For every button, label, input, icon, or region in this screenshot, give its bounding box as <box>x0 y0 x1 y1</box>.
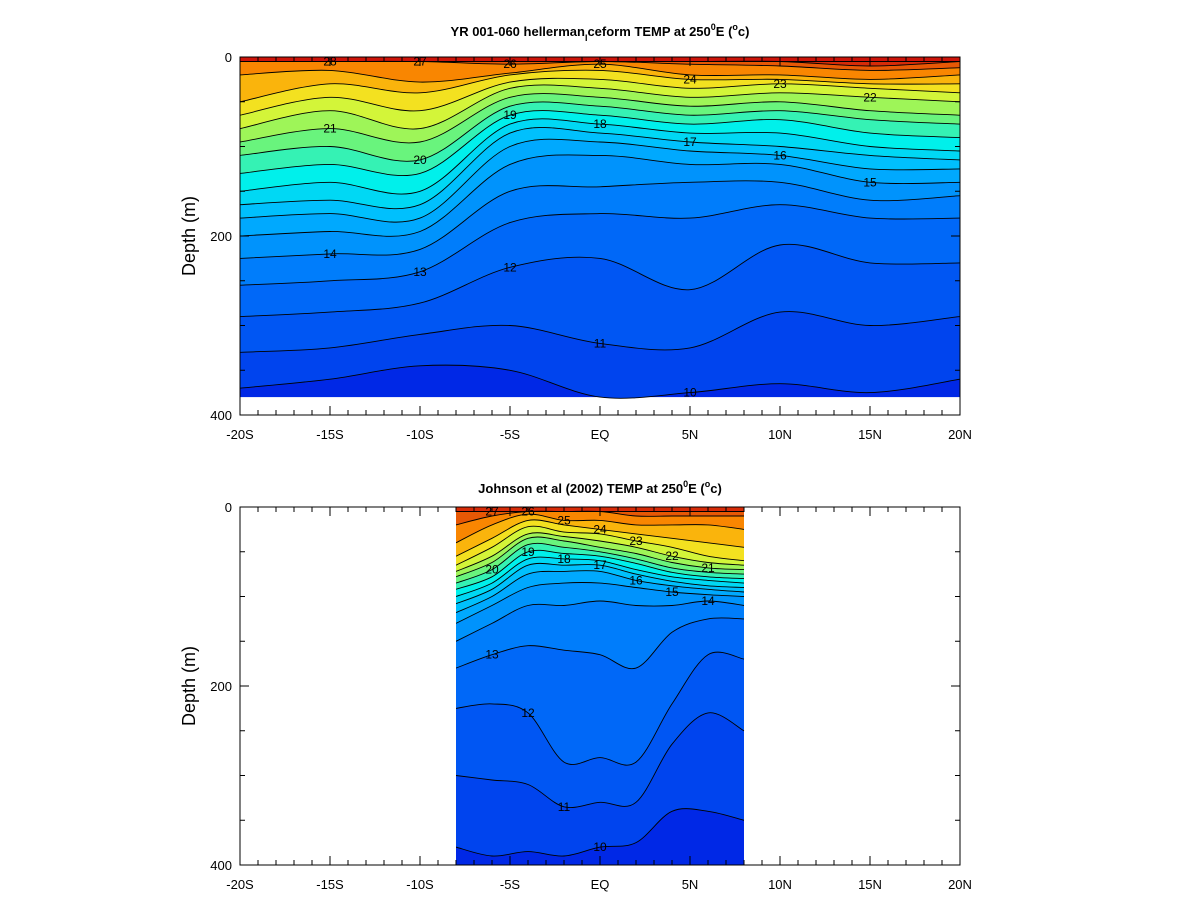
isotherm-11 <box>456 712 745 808</box>
panel-bottom: Johnson et al (2002) TEMP at 2500E (oc) … <box>179 479 972 892</box>
panel-top-ticks: -20S -15S -10S -5S EQ 5N 10N 15N 20N 0 200 400 <box>210 50 972 442</box>
isotherm-17 <box>240 127 960 210</box>
contour-label-18: 18 <box>593 117 607 131</box>
y-tick-label: 0 <box>225 500 232 515</box>
isotherm-14 <box>456 600 745 642</box>
y-tick-label: 200 <box>210 679 232 694</box>
contour-label-25: 25 <box>557 513 571 527</box>
contour-label-14: 14 <box>701 594 715 608</box>
contour-label-22: 22 <box>665 549 679 563</box>
x-tick-label: -20S <box>226 877 254 892</box>
x-tick-label: 10N <box>768 427 792 442</box>
panel-bottom-ticks: -20S -15S -10S -5S EQ 5N 10N 15N 20N 0 200 400 <box>210 500 972 892</box>
contour-label-14: 14 <box>323 247 337 261</box>
isotherm-25 <box>456 513 745 544</box>
isotherm-21 <box>240 93 960 144</box>
x-tick-label: -5S <box>500 427 521 442</box>
isotherm-24 <box>240 69 960 103</box>
isotherm-18 <box>240 118 960 195</box>
panel-bottom-title: Johnson et al (2002) TEMP at 2500E (oc) <box>478 479 722 496</box>
contour-label-11: 11 <box>558 800 571 814</box>
x-tick-label: 15N <box>858 877 882 892</box>
x-tick-label: -5S <box>500 877 521 892</box>
contour-label-17: 17 <box>683 135 697 149</box>
isotherm-11 <box>240 311 960 353</box>
isotherm-23 <box>240 77 960 116</box>
contour-label-12: 12 <box>521 706 535 720</box>
x-tick-label: 15N <box>858 427 882 442</box>
x-tick-label: -20S <box>226 427 254 442</box>
contour-label-15: 15 <box>863 175 877 189</box>
contour-label-12: 12 <box>503 260 517 274</box>
x-tick-label: -10S <box>406 427 434 442</box>
contour-label-10: 10 <box>593 840 607 854</box>
y-tick-label: 400 <box>210 408 232 423</box>
x-tick-label: -10S <box>406 877 434 892</box>
panel-bottom-isotherms <box>456 510 745 857</box>
contour-label-10: 10 <box>683 386 697 400</box>
isotherm-13 <box>456 617 745 670</box>
panel-top-title: YR 001-060 hellermanIceform TEMP at 2500… <box>451 22 750 43</box>
panel-top: YR 001-060 hellermanIceform TEMP at 2500… <box>179 22 972 442</box>
contour-label-16: 16 <box>629 573 643 587</box>
isotherm-15 <box>456 582 745 624</box>
y-tick-label: 200 <box>210 229 232 244</box>
isotherm-10 <box>456 808 745 857</box>
isotherm-22 <box>456 532 745 572</box>
isotherm-10 <box>240 364 960 399</box>
isotherm-24 <box>456 519 745 557</box>
contour-label-20: 20 <box>485 563 499 577</box>
isotherm-12 <box>240 243 960 318</box>
x-tick-label: -15S <box>316 427 344 442</box>
contour-label-21: 21 <box>701 561 715 575</box>
x-tick-label: -15S <box>316 877 344 892</box>
x-tick-label: EQ <box>591 427 610 442</box>
contour-label-19: 19 <box>503 108 517 122</box>
contour-label-22: 22 <box>863 90 877 104</box>
x-tick-label: 10N <box>768 877 792 892</box>
x-tick-label: 20N <box>948 427 972 442</box>
isotherm-21 <box>456 536 745 578</box>
isotherm-12 <box>456 651 745 766</box>
isotherm-18 <box>456 556 745 597</box>
isotherm-23 <box>456 525 745 566</box>
contour-label-13: 13 <box>413 265 427 279</box>
isotherm-19 <box>456 549 745 590</box>
isotherm-17 <box>456 562 745 605</box>
isotherm-22 <box>240 84 960 130</box>
contour-label-13: 13 <box>485 648 499 662</box>
contour-label-23: 23 <box>773 77 787 91</box>
y-tick-label: 0 <box>225 50 232 65</box>
contour-label-17: 17 <box>593 558 607 572</box>
isotherm-20 <box>240 101 960 162</box>
isotherm-19 <box>240 110 960 177</box>
contour-label-16: 16 <box>773 148 787 162</box>
isotherm-15 <box>240 154 960 237</box>
isotherm-13 <box>240 204 960 286</box>
contour-label-18: 18 <box>557 552 571 566</box>
contour-label-21: 21 <box>323 122 337 136</box>
contour-label-24: 24 <box>683 72 697 86</box>
y-tick-label: 400 <box>210 858 232 873</box>
panel-bottom-ylabel: Depth (m) <box>179 646 199 726</box>
contour-label-15: 15 <box>665 585 679 599</box>
contour-label-24: 24 <box>593 522 607 536</box>
x-tick-label: 20N <box>948 877 972 892</box>
isotherm-14 <box>240 180 960 259</box>
isotherm-16 <box>240 138 960 223</box>
x-tick-label: 5N <box>682 877 699 892</box>
contour-label-11: 11 <box>594 336 607 350</box>
contour-label-19: 19 <box>521 545 535 559</box>
panel-top-ylabel: Depth (m) <box>179 196 199 276</box>
x-tick-label: 5N <box>682 427 699 442</box>
contour-label-20: 20 <box>413 153 427 167</box>
isotherm-20 <box>456 542 745 584</box>
isotherm-16 <box>456 570 745 614</box>
x-tick-label: EQ <box>591 877 610 892</box>
contour-label-23: 23 <box>629 534 643 548</box>
